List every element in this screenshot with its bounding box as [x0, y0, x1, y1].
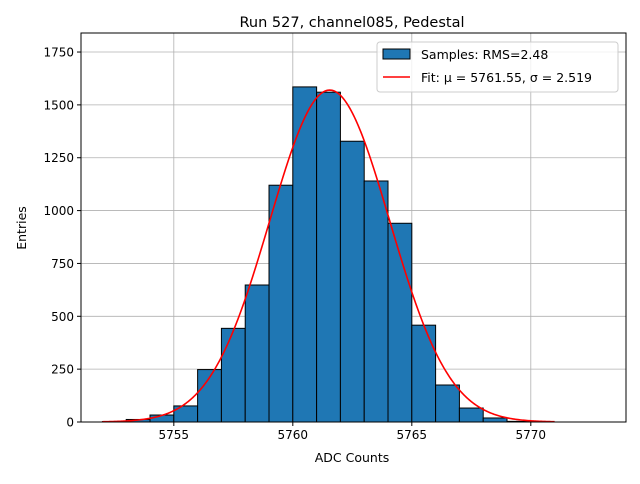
- histogram-bar: [436, 385, 460, 422]
- x-tick-label: 5760: [278, 428, 309, 442]
- histogram-bar: [412, 325, 436, 422]
- x-axis-label: ADC Counts: [315, 450, 390, 465]
- y-tick-label: 1000: [43, 204, 74, 218]
- legend-histogram-label: Samples: RMS=2.48: [421, 47, 548, 62]
- legend-fit-label: Fit: μ = 5761.55, σ = 2.519: [421, 70, 592, 85]
- legend: Samples: RMS=2.48 Fit: μ = 5761.55, σ = …: [377, 42, 618, 92]
- histogram-bar: [221, 328, 245, 422]
- histogram-bar: [317, 92, 341, 422]
- y-tick-label: 1750: [43, 46, 74, 60]
- y-tick-label: 750: [51, 257, 74, 271]
- y-tick-label: 1250: [43, 151, 74, 165]
- x-tick-label: 5765: [397, 428, 428, 442]
- histogram-bar: [340, 141, 364, 422]
- y-tick-label: 1500: [43, 98, 74, 112]
- y-tick-label: 500: [51, 310, 74, 324]
- histogram-bar: [364, 181, 388, 422]
- y-tick-label: 250: [51, 363, 74, 377]
- histogram-bar: [459, 408, 483, 422]
- y-axis-label: Entries: [14, 206, 29, 250]
- y-tick-label: 0: [66, 416, 74, 430]
- x-tick-label: 5755: [159, 428, 190, 442]
- chart-title: Run 527, channel085, Pedestal: [239, 15, 464, 31]
- histogram-bar: [245, 285, 269, 422]
- x-tick-label: 5770: [516, 428, 547, 442]
- legend-histogram-swatch: [383, 49, 410, 59]
- histogram-bar: [269, 185, 293, 422]
- histogram-bar: [483, 418, 507, 422]
